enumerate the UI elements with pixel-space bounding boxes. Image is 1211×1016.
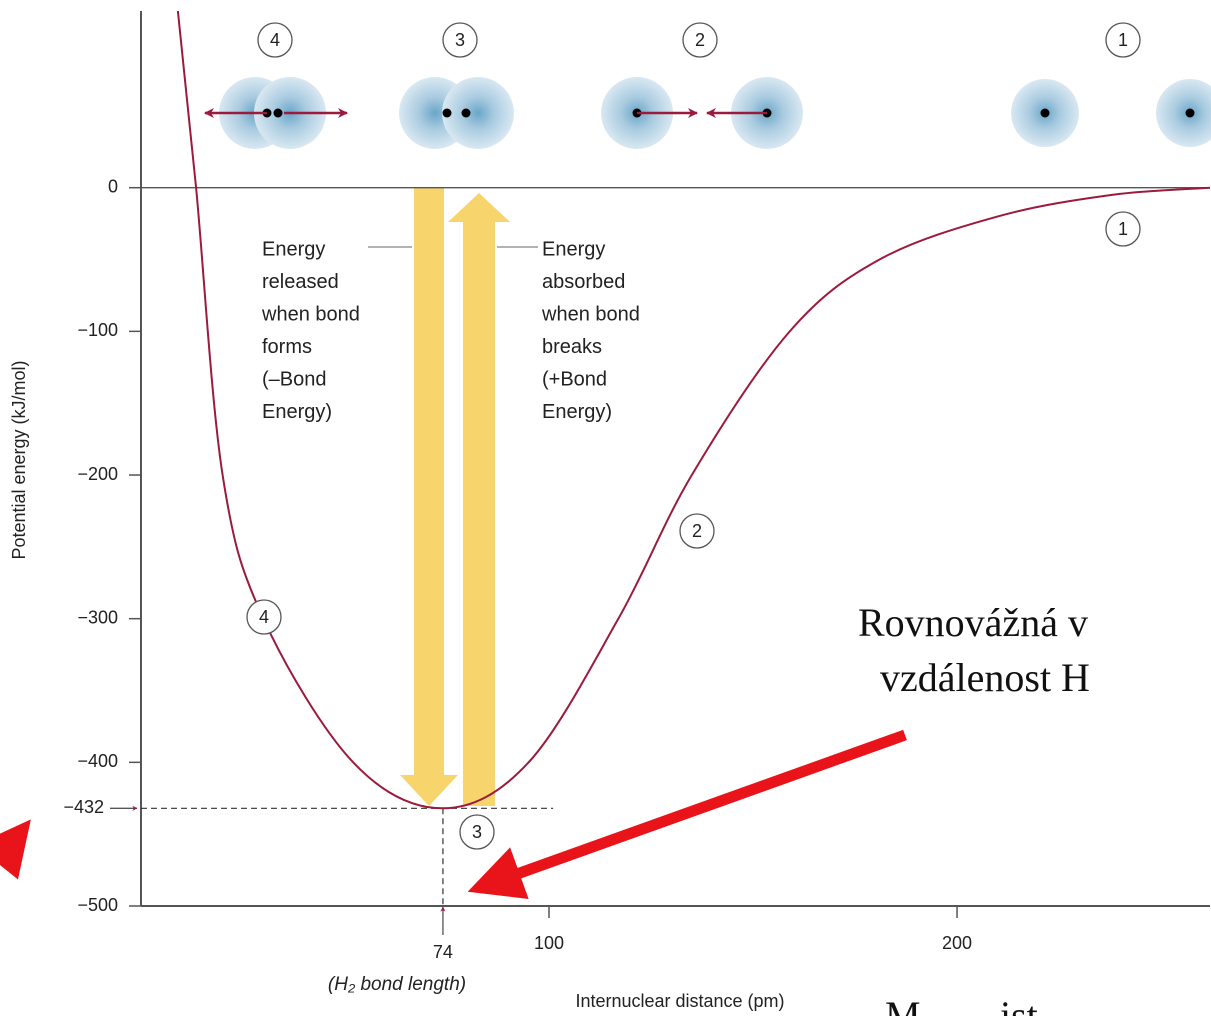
released-note: Energy) (262, 401, 332, 423)
chart: Potential energy (kJ/mol) Internuclear d… (0, 0, 1211, 1016)
stage-number: 3 (455, 30, 465, 50)
released-note: (–Bond (262, 368, 327, 390)
x-axis-label: Internuclear distance (pm) (575, 991, 784, 1011)
stage-number: 2 (692, 521, 702, 541)
nucleus (1186, 109, 1195, 118)
y-tick-label: −100 (77, 320, 118, 340)
y-tick-label: −300 (77, 607, 118, 627)
absorbed-note: Energy (542, 238, 605, 260)
absorbed-note: when bond (541, 303, 640, 325)
overlay-text: vzdálenost H (880, 655, 1090, 700)
y-tick-label: 0 (108, 176, 118, 196)
red-pointer-arrow (478, 735, 905, 888)
absorbed-note: Energy) (542, 401, 612, 423)
released-note: Energy (262, 238, 325, 260)
molecule-diagrams (205, 77, 1211, 149)
y-tick-label: −500 (77, 895, 118, 915)
overlay-text: ist (1000, 993, 1038, 1016)
y-tick-label: −400 (77, 751, 118, 771)
stage-number: 3 (472, 822, 482, 842)
electron-cloud (1156, 79, 1211, 147)
electron-cloud (442, 77, 514, 149)
y-axis-label: Potential energy (kJ/mol) (9, 360, 29, 559)
x-tick-label: 100 (534, 933, 564, 953)
y-tick-label: −432 (63, 797, 104, 817)
absorbed-note: breaks (542, 336, 602, 358)
absorbed-note: absorbed (542, 271, 625, 293)
bond-length-note: (H₂ bond length) (328, 974, 466, 995)
stage-number: 1 (1118, 30, 1128, 50)
stage-number: 4 (259, 607, 269, 627)
stage-number: 2 (695, 30, 705, 50)
stage-number: 4 (270, 30, 280, 50)
nucleus (1041, 109, 1050, 118)
red-pointer-arrow (0, 828, 24, 858)
x-tick-label: 74 (433, 942, 453, 962)
overlay-text: M (885, 993, 921, 1016)
nucleus (274, 109, 283, 118)
energy-absorbed-arrow (448, 193, 510, 806)
x-tick-label: 200 (942, 933, 972, 953)
released-note: when bond (261, 303, 360, 325)
stage-number: 1 (1118, 219, 1128, 239)
nucleus (443, 109, 452, 118)
overlay-text: Rovnovážná v (858, 600, 1088, 645)
nucleus (462, 109, 471, 118)
y-tick-label: −200 (77, 464, 118, 484)
released-note: released (262, 271, 339, 293)
absorbed-note: (+Bond (542, 368, 607, 390)
energy-released-arrow (400, 188, 458, 806)
released-note: forms (262, 336, 312, 358)
